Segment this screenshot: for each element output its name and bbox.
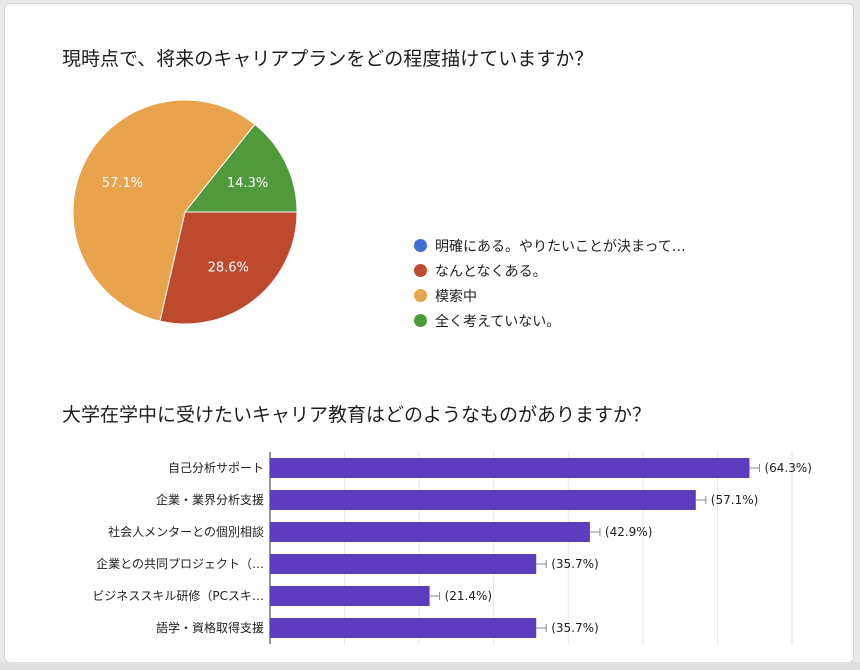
category-label: 自己分析サポート xyxy=(168,461,264,475)
pie-slice[interactable] xyxy=(183,123,298,213)
category-label: 企業・業界分析支援 xyxy=(156,492,264,507)
bar-value-label: (57.1%) xyxy=(711,493,758,507)
legend-swatch-icon xyxy=(414,289,427,302)
bar[interactable] xyxy=(270,554,537,574)
pie-slice-label: 14.3% xyxy=(227,176,268,191)
bar[interactable] xyxy=(270,490,696,510)
bar[interactable] xyxy=(270,522,590,542)
bar-chart-title: 大学在学中に受けたいキャリア教育はどのようなものがありますか？ xyxy=(62,404,652,426)
pie-slice-label: 28.6% xyxy=(208,260,249,275)
legend-label: 全く考えていない。 xyxy=(435,313,561,330)
pie-chart-title: 現時点で、将来のキャリアプランをどの程度描けていますか？ xyxy=(62,48,594,70)
category-label: 企業との共同プロジェクト（… xyxy=(96,556,264,571)
legend-swatch-icon xyxy=(414,239,427,252)
legend-label: 明確にある。やりたいことが決まって… xyxy=(435,238,686,255)
pie-slice-label: 57.1% xyxy=(102,176,143,191)
bottom-divider xyxy=(0,662,860,670)
bar-value-label: (21.4%) xyxy=(445,589,492,603)
category-label: ビジネススキル研修（PCスキ… xyxy=(92,588,264,603)
legend-label: なんとなくある。 xyxy=(435,263,547,280)
legend-item[interactable]: 全く考えていない。 xyxy=(414,308,686,333)
legend-item[interactable]: 模索中 xyxy=(414,283,686,308)
legend-label: 模索中 xyxy=(435,288,477,305)
bar-value-label: (64.3%) xyxy=(764,461,811,475)
bar[interactable] xyxy=(270,458,750,478)
category-label: 語学・資格取得支援 xyxy=(156,620,264,635)
legend-swatch-icon xyxy=(414,264,427,277)
bar[interactable] xyxy=(270,618,537,638)
bar-value-label: (42.9%) xyxy=(605,525,652,539)
bar[interactable] xyxy=(270,586,430,606)
legend-item[interactable]: 明確にある。やりたいことが決まって… xyxy=(414,233,686,258)
category-label: 社会人メンターとの個別相談 xyxy=(108,524,264,539)
bar-value-label: (35.7%) xyxy=(551,557,598,571)
legend-swatch-icon xyxy=(414,314,427,327)
pie-slice[interactable] xyxy=(72,99,256,322)
bar-value-label: (35.7%) xyxy=(551,621,598,635)
legend-item[interactable]: なんとなくある。 xyxy=(414,258,686,283)
pie-slice[interactable] xyxy=(159,211,298,325)
pie-legend: 明確にある。やりたいことが決まって… なんとなくある。 模索中 全く考えていない… xyxy=(414,233,686,333)
